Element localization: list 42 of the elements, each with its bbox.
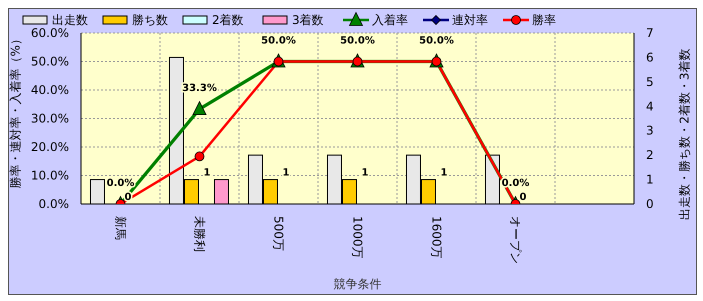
y-tick-label: 40.0% [30,83,69,97]
legend-label: 出走数 [52,13,88,27]
y-axis-title: 勝率・連対率・入着率（%） [8,33,22,188]
data-label: 1 [440,168,448,179]
data-label: 50.0% [419,36,454,46]
legend-label: 3着数 [292,13,324,27]
legend-label: 連対率 [452,13,488,27]
x-tick-label: オープン [508,216,522,264]
data-label: 1 [204,168,210,179]
x-axis-title: 競争条件 [334,277,382,291]
y2-tick-label: 4 [646,99,654,114]
legend-label: 入着率 [372,13,408,27]
x-tick-label: 1000万 [350,216,364,259]
y2-tick-label: 6 [646,50,654,64]
y-tick-label: 0.0% [38,197,69,211]
x-tick-label: 未勝利 [192,216,206,252]
y2-axis-title: 出走数・勝ち数・2着数・3着数 [677,48,692,220]
legend-label: 勝ち数 [132,13,168,27]
y2-tick-label: 2 [646,148,654,162]
data-label: 0.0% [106,178,134,189]
y2-tick-label: 1 [646,172,654,187]
data-label: 1 [282,168,290,179]
x-tick-label: 新馬 [114,216,128,240]
data-label: 1 [362,168,368,179]
y-tick-label: 20.0% [30,140,69,154]
y2-tick-label: 5 [646,74,654,89]
y-tick-label: 60.0% [30,26,69,40]
x-tick-label: 500万 [272,216,286,251]
y-tick-label: 10.0% [30,168,69,182]
y-tick-label: 30.0% [30,112,69,126]
legend-label: 勝率 [532,13,556,27]
data-label: 0 [520,192,526,203]
y2-tick-label: 7 [646,26,654,40]
y2-tick-label: 0 [646,197,654,211]
y2-tick-label: 3 [646,124,654,138]
data-label: 0 [124,192,132,203]
point [192,101,206,115]
y-tick-label: 50.0% [30,54,69,68]
x-tick-label: 1600万 [430,216,444,259]
data-label: 50.0% [261,36,296,46]
legend-label: 2着数 [212,13,244,27]
data-label: 50.0% [340,36,375,46]
